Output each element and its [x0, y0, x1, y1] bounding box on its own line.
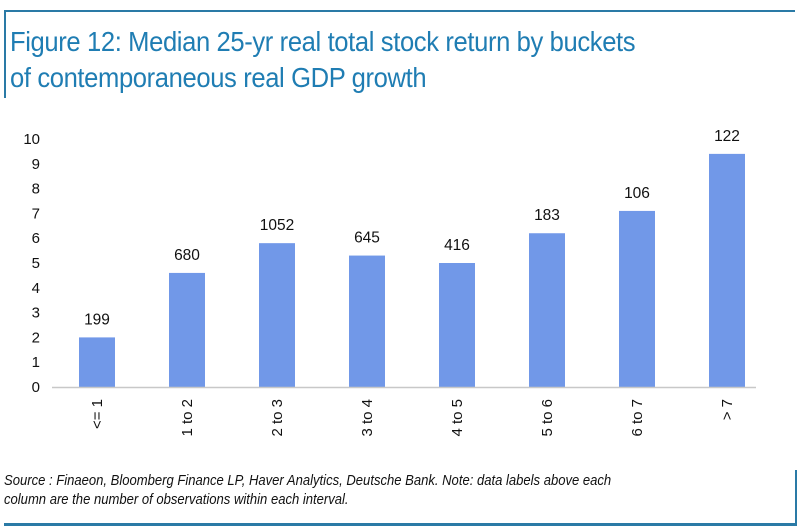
bar [529, 233, 565, 387]
bar [709, 153, 745, 387]
x-tick-label: 4 to 5 [449, 399, 466, 437]
source-note-line-2: column are the number of observations wi… [4, 492, 349, 508]
x-tick-label: 2 to 3 [269, 399, 286, 437]
y-tick-label: 1 [32, 354, 40, 371]
figure-title: Figure 12: Median 25-yr real total stock… [10, 24, 745, 96]
data-label: 1052 [260, 217, 294, 234]
y-tick-label: 6 [32, 230, 40, 247]
bar [439, 263, 475, 387]
y-tick-label: 2 [32, 329, 40, 346]
bars [79, 153, 745, 387]
data-label: 183 [534, 207, 560, 224]
y-tick-label: 4 [32, 280, 40, 297]
x-tick-label: 6 to 7 [629, 399, 646, 437]
x-tick-label: > 7 [719, 399, 736, 420]
source-note-line-1: Source : Finaeon, Bloomberg Finance LP, … [4, 473, 612, 489]
x-tick-label: 1 to 2 [179, 399, 196, 437]
data-label: 122 [714, 128, 740, 145]
y-axis: 0 1 2 3 4 5 6 7 8 9 10 [23, 131, 40, 396]
bar [259, 243, 295, 387]
data-label: 645 [354, 230, 380, 247]
x-axis: <= 1 1 to 2 2 to 3 3 to 4 4 to 5 5 to 6 6 to 7… [89, 399, 736, 437]
figure-title-line-1: Figure 12: Median 25-yr real total stock… [10, 26, 636, 57]
y-tick-label: 7 [32, 205, 40, 222]
y-tick-label: 3 [32, 305, 40, 322]
figure-title-line-2: of contemporaneous real GDP growth [10, 62, 427, 93]
y-tick-label: 5 [32, 255, 40, 272]
frame-bottom-border [4, 523, 797, 526]
data-label: 680 [174, 247, 200, 264]
frame-left-border [4, 10, 6, 98]
frame-top-border [4, 10, 795, 12]
frame-right-border [795, 470, 797, 526]
x-tick-label: <= 1 [89, 399, 106, 429]
bar [349, 255, 385, 387]
x-tick-label: 3 to 4 [359, 399, 376, 437]
bar [619, 210, 655, 387]
x-tick-label: 5 to 6 [539, 399, 556, 437]
data-label: 199 [84, 311, 110, 328]
data-label: 106 [624, 185, 650, 202]
data-label: 416 [444, 237, 470, 254]
data-labels: 199 680 1052 645 416 183 106 122 [84, 128, 740, 329]
y-tick-label: 0 [32, 379, 40, 396]
bar [169, 272, 205, 387]
y-tick-label: 10 [23, 131, 40, 148]
bar [79, 337, 115, 387]
y-tick-label: 8 [32, 181, 40, 198]
y-tick-label: 9 [32, 156, 40, 173]
source-note: Source : Finaeon, Bloomberg Finance LP, … [4, 472, 724, 510]
